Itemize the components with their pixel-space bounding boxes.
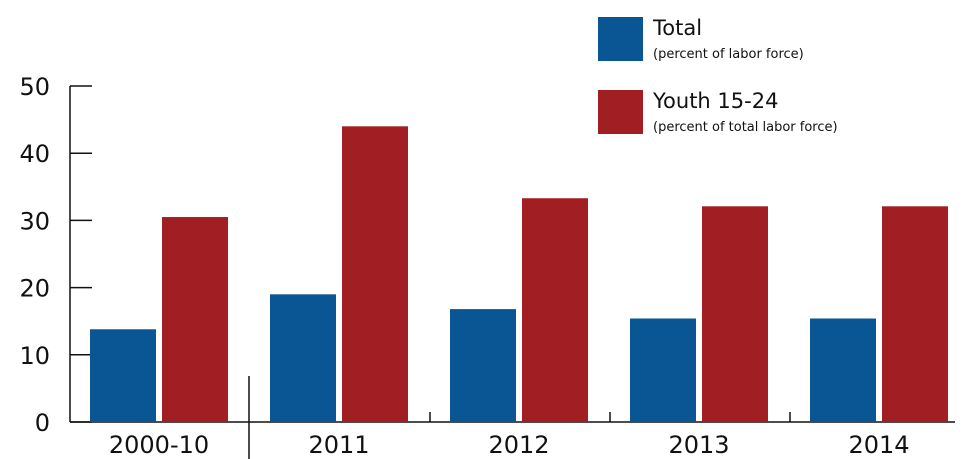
legend-label-youth: Youth 15-24 — [652, 89, 778, 113]
bar-youth-2013 — [702, 206, 768, 422]
bar-youth-2012 — [522, 198, 588, 422]
y-tick-label: 0 — [35, 409, 50, 437]
x-tick-label: 2011 — [308, 431, 369, 459]
bar-youth-2011 — [342, 126, 408, 422]
legend-note-youth: (percent of total labor force) — [653, 120, 838, 135]
legend-label-total: Total — [652, 16, 702, 40]
x-tick-label: 2012 — [488, 431, 549, 459]
bar-youth-2014 — [882, 206, 948, 422]
x-axis-labels: 2000-10 2011 2012 2013 2014 — [109, 431, 910, 459]
x-tick-label: 2014 — [848, 431, 909, 459]
x-tick-label: 2013 — [668, 431, 729, 459]
bar-total-2013 — [630, 318, 696, 422]
y-tick-label: 50 — [19, 73, 50, 101]
bar-total-2014 — [810, 318, 876, 422]
x-tick-label: 2000-10 — [109, 431, 209, 459]
bar-total-2011 — [270, 294, 336, 422]
bar-total-2000-10 — [90, 329, 156, 422]
y-tick-label: 20 — [19, 275, 50, 303]
legend-note-total: (percent of labor force) — [653, 47, 804, 62]
bars — [90, 126, 948, 422]
y-tick-label: 40 — [19, 140, 50, 168]
legend-swatch-youth — [598, 90, 643, 134]
y-tick-label: 10 — [19, 342, 50, 370]
bar-total-2012 — [450, 309, 516, 422]
legend-swatch-total — [598, 17, 643, 61]
bar-youth-2000-10 — [162, 217, 228, 422]
y-tick-label: 30 — [19, 207, 50, 235]
legend: Total (percent of labor force) Youth 15-… — [598, 16, 838, 135]
